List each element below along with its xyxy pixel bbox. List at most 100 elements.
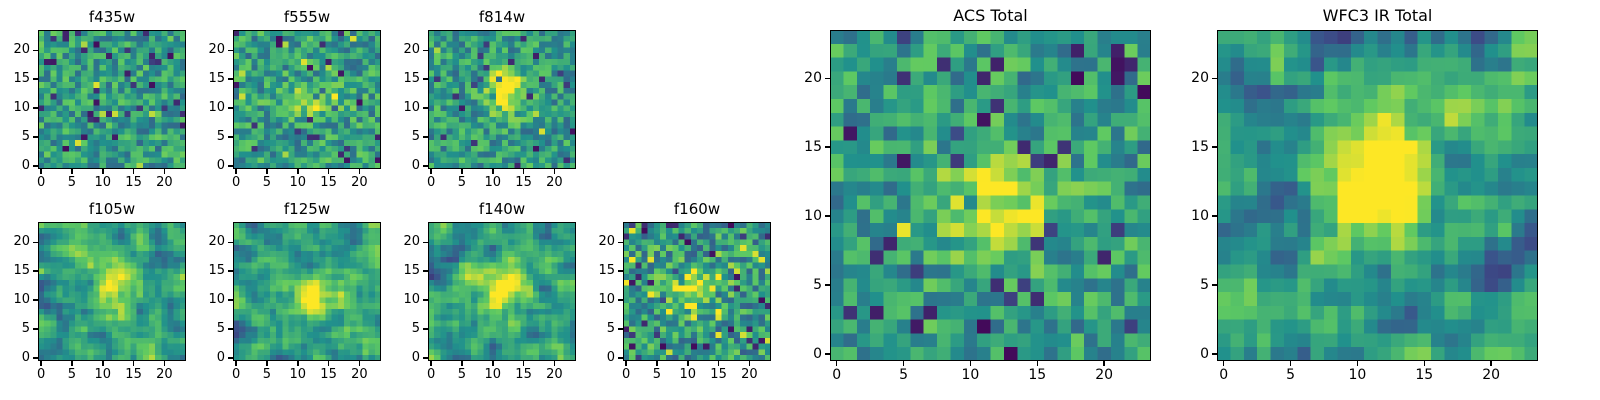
x-tick-label: 0 (231, 175, 241, 190)
x-tick-mark (163, 361, 166, 366)
y-tick-mark (33, 357, 38, 359)
y-tick-label: 0 (411, 158, 420, 174)
y-tick-mark (33, 270, 38, 272)
x-tick-label: 20 (741, 367, 758, 382)
y-tick-label: 5 (21, 321, 30, 337)
x-tick-label: 20 (156, 175, 173, 190)
heatmap-panel-f555w: f555w 0 5 10 15 20 0 5 10 15 20 (208, 8, 381, 189)
x-tick-mark (553, 361, 556, 366)
x-tick-mark (969, 361, 972, 366)
y-tick-label: 20 (208, 234, 225, 250)
x-tick-mark (266, 169, 268, 174)
y-tick-mark (423, 107, 428, 109)
y-tick-mark (33, 165, 38, 167)
heatmap-canvas (428, 30, 576, 169)
y-tick-label: 15 (804, 139, 822, 156)
y-tick-mark (825, 215, 830, 217)
x-tick-mark (102, 169, 104, 174)
x-tick-label: 5 (67, 175, 77, 190)
y-tick-label: 10 (403, 292, 420, 308)
x-tick-label: 10 (679, 367, 697, 382)
x-tick-label: 15 (320, 175, 337, 190)
y-tick-mark (423, 357, 428, 359)
y-tick-label: 0 (216, 350, 225, 366)
y-tick-mark (33, 107, 38, 109)
y-tick-label: 10 (208, 100, 225, 116)
y-tick-mark (618, 299, 623, 301)
y-tick-mark (33, 328, 38, 330)
x-tick-label: 20 (156, 367, 173, 382)
y-tick-mark (228, 299, 233, 301)
y-tick-mark (228, 78, 233, 80)
x-tick-mark (235, 169, 237, 174)
y-tick-mark (1212, 284, 1217, 286)
y-tick-label: 0 (1200, 346, 1209, 363)
x-tick-mark (163, 169, 166, 174)
x-tick-mark (71, 169, 73, 174)
x-tick-label: 20 (351, 367, 368, 382)
y-tick-label: 0 (411, 350, 420, 366)
heatmap-canvas (233, 222, 381, 361)
panel-title: f555w (283, 8, 331, 26)
heatmap-panel-f125w: f125w 0 5 10 15 20 0 5 10 15 20 (208, 200, 381, 381)
x-tick-mark (430, 361, 432, 366)
y-tick-mark (33, 136, 38, 138)
y-tick-label: 5 (1200, 277, 1209, 294)
x-tick-mark (1490, 361, 1492, 366)
heatmap-plot: 0 5 10 15 20 0 5 10 15 20 (403, 30, 576, 189)
y-tick-mark (423, 49, 428, 52)
y-tick-mark (1212, 77, 1217, 80)
x-tick-mark (235, 361, 237, 366)
x-tick-label: 10 (289, 367, 307, 382)
x-tick-mark (1036, 361, 1039, 366)
heatmap-canvas (233, 30, 381, 169)
heatmap-canvas (428, 222, 576, 361)
x-tick-mark (835, 361, 838, 366)
y-tick-label: 20 (403, 234, 420, 250)
x-tick-label: 10 (94, 367, 112, 382)
x-tick-mark (40, 361, 42, 366)
x-tick-mark (656, 361, 658, 366)
x-tick-label: 5 (67, 367, 77, 382)
y-tick-mark (423, 165, 428, 167)
y-tick-label: 5 (411, 321, 420, 337)
y-tick-label: 0 (21, 158, 30, 174)
x-tick-mark (553, 169, 556, 174)
y-tick-label: 20 (403, 42, 420, 58)
x-tick-label: 20 (1095, 367, 1114, 383)
y-tick-mark (423, 78, 428, 80)
y-tick-mark (825, 284, 830, 286)
y-tick-mark (33, 299, 38, 301)
heatmap-plot: 0 5 10 15 20 0 5 10 15 20 (1191, 30, 1538, 382)
y-tick-mark (228, 270, 233, 272)
y-tick-label: 0 (21, 350, 30, 366)
panel-title: f140w (478, 200, 526, 218)
heatmap-plot: 0 5 10 15 20 0 5 10 15 20 (403, 222, 576, 381)
x-tick-mark (461, 361, 463, 366)
y-tick-label: 20 (13, 42, 30, 58)
y-tick-mark (228, 49, 233, 52)
y-tick-label: 5 (21, 129, 30, 145)
x-tick-mark (327, 169, 330, 174)
y-tick-mark (423, 241, 428, 244)
heatmap-panel-f160w: f160w 0 5 10 15 20 0 5 10 15 20 (598, 200, 771, 381)
heatmap-plot: 0 5 10 15 20 0 5 10 15 20 (13, 30, 186, 189)
x-tick-label: 15 (515, 175, 532, 190)
x-tick-label: 10 (961, 367, 980, 383)
x-tick-label: 15 (710, 367, 727, 382)
heatmap-panel-f814w: f814w 0 5 10 15 20 0 5 10 15 20 (403, 8, 576, 189)
y-tick-label: 10 (13, 100, 30, 116)
x-tick-mark (522, 169, 525, 174)
y-tick-mark (228, 107, 233, 109)
y-tick-label: 20 (13, 234, 30, 250)
heatmap-panel-f140w: f140w 0 5 10 15 20 0 5 10 15 20 (403, 200, 576, 381)
x-tick-mark (358, 169, 361, 174)
x-tick-mark (132, 361, 135, 366)
y-tick-mark (33, 78, 38, 80)
x-tick-label: 0 (1219, 367, 1229, 383)
y-tick-mark (423, 328, 428, 330)
y-tick-label: 15 (13, 263, 30, 279)
y-tick-label: 5 (216, 129, 225, 145)
panel-title: f160w (673, 200, 721, 218)
y-tick-mark (228, 136, 233, 138)
